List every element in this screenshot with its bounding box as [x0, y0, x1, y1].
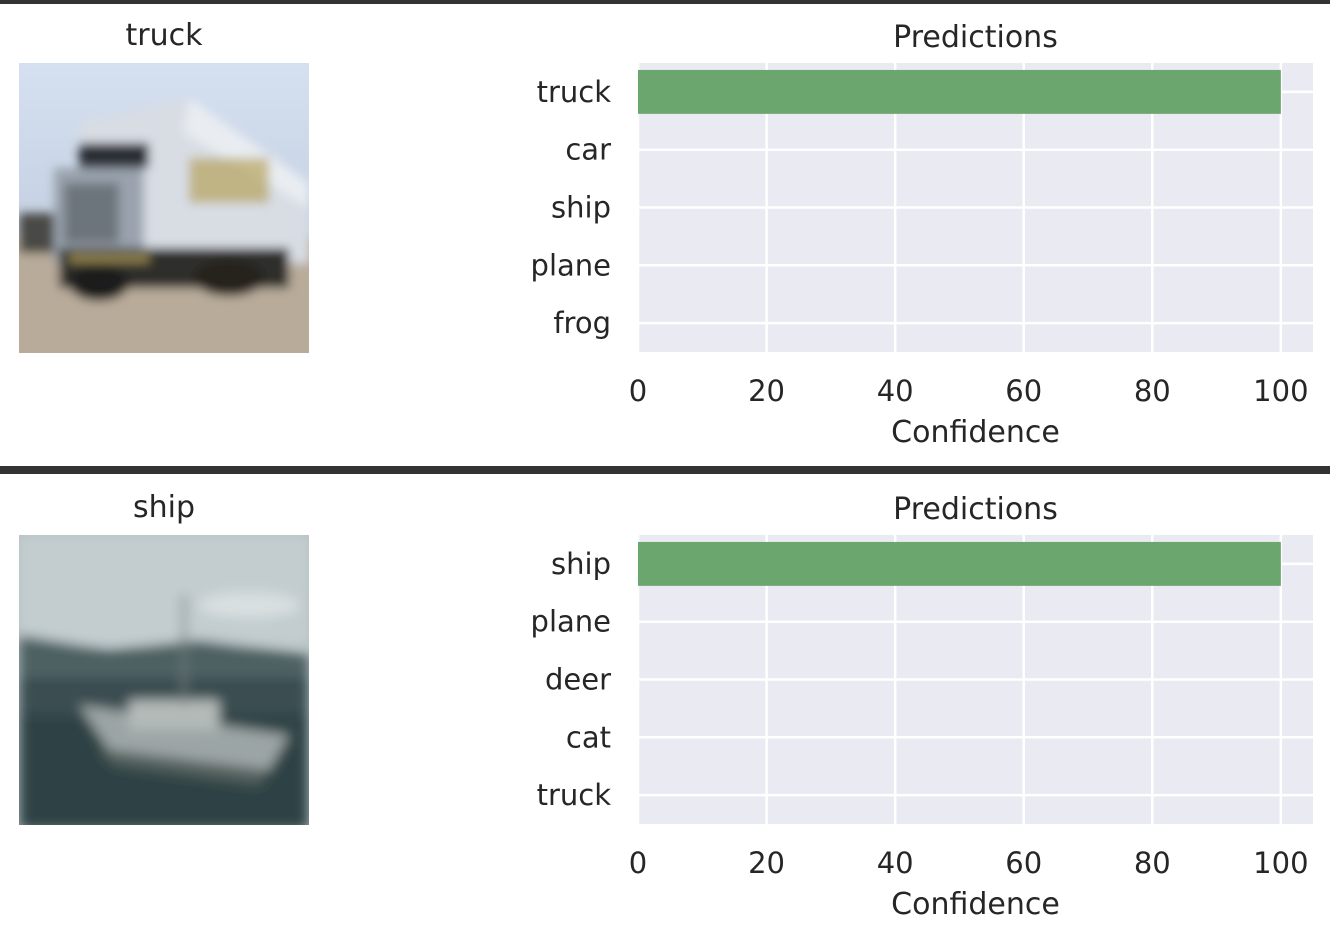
x-tick-label: 80 — [1134, 374, 1171, 408]
bar — [638, 69, 1281, 114]
image-label: ship — [132, 490, 196, 525]
predictions-bar-chart: ship plane deer cat truck 0 20 40 60 80 100 Predict… — [531, 492, 1313, 922]
predictions-bar-chart: truck car ship plane frog 0 20 40 60 80 100 Predict… — [531, 20, 1313, 450]
category-label: truck — [537, 778, 612, 812]
category-label: car — [565, 133, 611, 167]
category-label: truck — [537, 75, 612, 109]
prediction-panel-2: ship ship plane deer cat truck 0 20 40 60 80 100 Pr… — [0, 472, 1330, 938]
x-tick-label: 20 — [748, 374, 785, 408]
chart-title: Predictions — [893, 492, 1058, 527]
x-tick-label: 0 — [629, 374, 647, 408]
chart-title: Predictions — [893, 20, 1058, 55]
top-rule — [0, 0, 1330, 4]
category-label: plane — [531, 605, 611, 639]
category-label: ship — [551, 191, 611, 225]
truck-image — [19, 63, 309, 353]
prediction-panel-1: truck — [0, 0, 1330, 466]
category-label: cat — [566, 720, 611, 754]
x-tick-label: 20 — [748, 846, 785, 880]
bar — [638, 541, 1281, 586]
image-label: truck — [125, 18, 203, 53]
x-tick-label: 60 — [1005, 846, 1042, 880]
x-axis-label: Confidence — [891, 887, 1060, 922]
x-tick-label: 0 — [629, 846, 647, 880]
x-axis-label: Confidence — [891, 415, 1060, 450]
panel-divider — [0, 466, 1330, 474]
x-tick-label: 100 — [1253, 846, 1308, 880]
x-tick-label: 40 — [877, 374, 914, 408]
category-label: deer — [545, 663, 611, 697]
category-label: plane — [531, 248, 611, 282]
category-label: frog — [553, 306, 611, 340]
x-tick-label: 60 — [1005, 374, 1042, 408]
x-tick-label: 40 — [877, 846, 914, 880]
x-tick-label: 100 — [1253, 374, 1308, 408]
ship-image — [19, 535, 309, 825]
category-label: ship — [551, 547, 611, 581]
x-tick-label: 80 — [1134, 846, 1171, 880]
